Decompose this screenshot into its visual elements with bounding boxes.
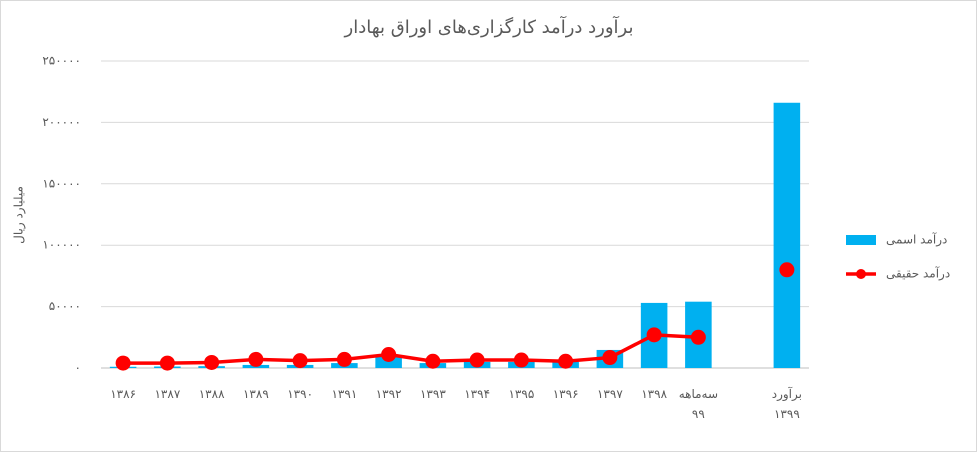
line-point [690, 329, 706, 345]
x-tick-label: ۱۳۹۴ [464, 387, 491, 401]
y-tick-label: ۱۵۰۰۰۰ [42, 176, 81, 190]
chart-title: برآورد درآمد کارگزاری‌های اوراق بهادار [344, 15, 634, 38]
x-tick-label: ۱۳۸۶ [110, 387, 137, 401]
x-tick-label: ۱۳۸۷ [154, 387, 181, 401]
y-tick-label: ۵۰۰۰۰ [49, 299, 81, 313]
x-tick-label: ۱۳۹۱ [331, 387, 358, 401]
x-tick-label: ۱۳۹۲ [375, 387, 402, 401]
legend-swatch [846, 235, 876, 245]
y-tick-label: ۲۰۰۰۰۰ [42, 115, 81, 129]
x-tick-label: ۱۳۹۶ [552, 387, 579, 401]
line-point [248, 351, 264, 367]
line-point [602, 350, 618, 366]
y-tick-label: ۲۵۰۰۰۰ [42, 54, 81, 68]
bar [375, 356, 402, 368]
line-point [115, 355, 131, 371]
bar [773, 102, 801, 368]
x-tick-label: برآورد ۱۳۹۹ [771, 387, 802, 421]
line-point [558, 353, 574, 369]
line-point [646, 327, 662, 343]
legend-label: درآمد اسمی [886, 232, 947, 248]
x-tick-label: سه‌ماهه ۹۹ [678, 387, 719, 421]
y-tick-label: ۱۰۰۰۰۰ [42, 238, 81, 252]
x-tick-label: ۱۳۸۸ [198, 387, 225, 401]
x-tick-label: ۱۳۹۸ [641, 387, 668, 401]
x-tick-label: ۱۳۹۳ [419, 387, 446, 401]
line-point [513, 352, 529, 368]
line-point [159, 355, 175, 371]
line-point [469, 352, 485, 368]
line-point [779, 262, 795, 278]
x-tick-label: ۱۳۸۹ [242, 387, 269, 401]
line-point [292, 353, 308, 369]
y-tick-label: ۰ [75, 361, 81, 375]
line-point [336, 351, 352, 367]
x-tick-label: ۱۳۹۰ [287, 387, 314, 401]
line-point [381, 346, 397, 362]
y-axis-title: میلیارد ریال [12, 186, 27, 244]
legend-label: درآمد حقیقی [886, 266, 950, 282]
line-point [425, 353, 441, 369]
x-tick-label: ۱۳۹۷ [596, 387, 623, 401]
line-point [204, 354, 220, 370]
legend-swatch [856, 269, 866, 279]
x-tick-label: ۱۳۹۵ [508, 387, 535, 401]
